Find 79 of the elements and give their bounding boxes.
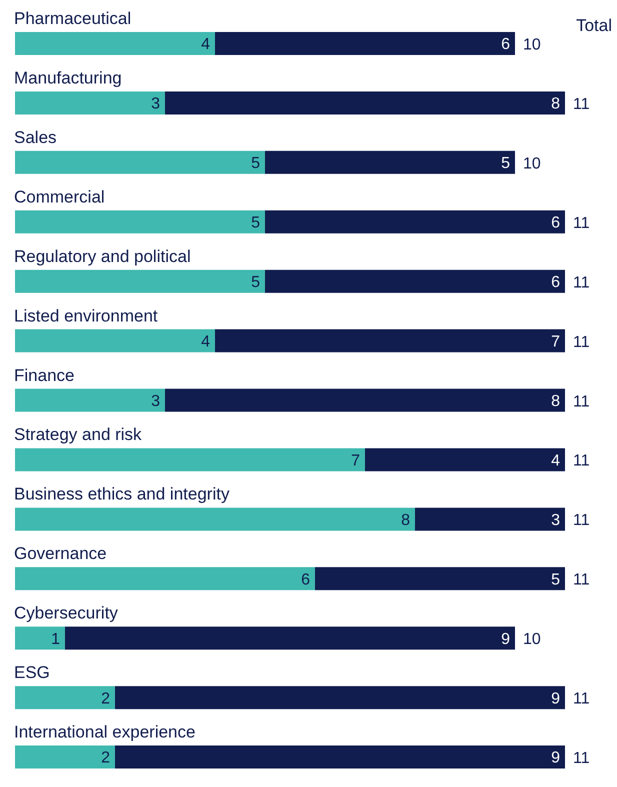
bar bbox=[15, 210, 265, 234]
data-label: 7 bbox=[551, 333, 560, 350]
total-label: 11 bbox=[573, 690, 590, 708]
bar bbox=[165, 388, 565, 412]
y-tick-label: Manufacturing bbox=[14, 68, 122, 88]
bar bbox=[15, 32, 215, 55]
data-label: 5 bbox=[551, 571, 560, 588]
y-tick-label: Finance bbox=[14, 366, 74, 385]
total-label: 11 bbox=[573, 512, 590, 530]
total-label: 11 bbox=[573, 393, 590, 410]
data-label: 6 bbox=[551, 214, 560, 232]
bar bbox=[15, 626, 65, 650]
bar bbox=[215, 329, 565, 352]
bar bbox=[15, 567, 315, 590]
data-label: 2 bbox=[101, 750, 110, 767]
bar bbox=[65, 626, 515, 650]
text: Total bbox=[576, 16, 612, 36]
y-tick-label: International experience bbox=[14, 722, 196, 742]
bar bbox=[265, 210, 565, 234]
bar bbox=[15, 686, 115, 710]
bar bbox=[265, 270, 565, 293]
bar bbox=[215, 32, 515, 55]
data-label: 9 bbox=[501, 630, 510, 648]
total-label: 10 bbox=[523, 36, 541, 54]
data-label: 3 bbox=[151, 96, 160, 113]
data-label: 6 bbox=[301, 571, 310, 588]
y-tick-label: Business ethics and integrity bbox=[14, 484, 230, 504]
bar bbox=[15, 508, 415, 531]
y-tick-label: Governance bbox=[14, 544, 107, 564]
data-label: 4 bbox=[201, 333, 210, 350]
data-label: 1 bbox=[51, 630, 60, 648]
data-label: 8 bbox=[551, 392, 560, 410]
y-tick-label: Strategy and risk bbox=[14, 425, 142, 444]
total-label: 10 bbox=[523, 155, 541, 172]
data-label: 5 bbox=[251, 155, 260, 172]
data-label: 5 bbox=[251, 274, 260, 292]
bar bbox=[15, 329, 215, 352]
data-label: 9 bbox=[551, 750, 560, 767]
y-tick-label: Commercial bbox=[14, 187, 105, 206]
y-tick-label: Pharmaceutical bbox=[14, 9, 132, 28]
total-label: 11 bbox=[573, 214, 590, 232]
y-tick-label: Cybersecurity bbox=[14, 604, 118, 623]
y-tick-label: ESG bbox=[14, 663, 50, 682]
bar bbox=[15, 270, 265, 293]
total-label: 11 bbox=[573, 274, 590, 292]
data-label: 6 bbox=[551, 274, 560, 292]
bar bbox=[15, 150, 265, 174]
data-label: 3 bbox=[551, 512, 560, 529]
data-label: 3 bbox=[151, 392, 160, 410]
bar bbox=[315, 567, 565, 590]
total-label: 10 bbox=[523, 631, 541, 648]
y-tick-label: Sales bbox=[14, 128, 57, 147]
y-tick-label: Regulatory and political bbox=[14, 246, 191, 266]
total-label: 11 bbox=[573, 572, 590, 589]
bar bbox=[115, 686, 565, 710]
total-label: 11 bbox=[573, 334, 590, 351]
data-label: 4 bbox=[551, 452, 560, 470]
bar bbox=[15, 746, 115, 769]
bar bbox=[265, 150, 515, 174]
data-label: 8 bbox=[551, 96, 560, 113]
bar bbox=[15, 91, 165, 114]
bar bbox=[415, 508, 565, 531]
y-tick-label: Listed environment bbox=[14, 306, 158, 326]
bar bbox=[115, 746, 565, 769]
bar bbox=[15, 448, 365, 472]
bar bbox=[165, 91, 565, 114]
data-label: 8 bbox=[401, 512, 410, 529]
data-label: 2 bbox=[101, 690, 110, 708]
data-label: 7 bbox=[351, 452, 360, 470]
data-label: 9 bbox=[551, 690, 560, 708]
bar bbox=[15, 388, 165, 412]
data-label: 5 bbox=[501, 155, 510, 172]
bar bbox=[365, 448, 565, 472]
data-label: 5 bbox=[251, 214, 260, 232]
data-label: 4 bbox=[201, 36, 210, 54]
total-label: 11 bbox=[573, 452, 590, 470]
total-label: 11 bbox=[573, 750, 590, 768]
data-label: 6 bbox=[501, 36, 510, 54]
total-label: 11 bbox=[573, 96, 590, 113]
